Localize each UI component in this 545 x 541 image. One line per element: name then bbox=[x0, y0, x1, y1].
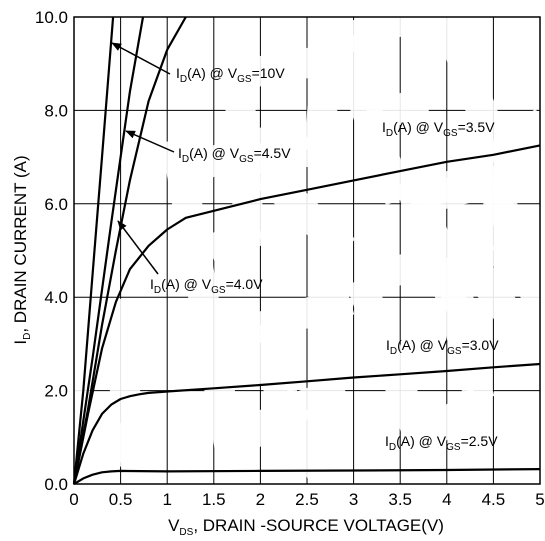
watermark-stroke bbox=[245, 285, 355, 345]
y-tick-label: 6.0 bbox=[44, 195, 68, 214]
watermark-stroke bbox=[97, 297, 150, 463]
annotation-label: ID(A) @ VGS=3.5V bbox=[382, 119, 495, 139]
y-tick-label: 0.0 bbox=[44, 475, 68, 494]
series-line-vgs-10V bbox=[72, 16, 115, 485]
series-line-vgs-3-0V bbox=[72, 362, 541, 485]
annotations: ID(A) @ VGS=10V ID(A) @ VGS=4.5V ID(A) @ V… bbox=[111, 42, 499, 453]
annotation-label: ID(A) @ VGS=3.0V bbox=[386, 337, 499, 357]
annotation-label: ID(A) @ VGS=4.0V bbox=[150, 276, 263, 296]
series-lines bbox=[72, 16, 541, 485]
watermark-stroke bbox=[405, 194, 485, 336]
x-tick-label: 5 bbox=[535, 490, 544, 509]
x-tick-label: 4 bbox=[442, 490, 451, 509]
annotation-arrow bbox=[111, 42, 171, 75]
annotation-label: ID(A) @ VGS=2.5V bbox=[385, 433, 498, 453]
y-tick-label: 8.0 bbox=[44, 101, 68, 120]
series-line-vgs-3-5V bbox=[72, 144, 541, 485]
annotation-arrow bbox=[125, 130, 175, 153]
y-axis-title: ID, DRAIN CURRENT (A) bbox=[11, 155, 33, 344]
x-tick-label: 2.5 bbox=[295, 490, 319, 509]
x-tick-label: 1 bbox=[162, 490, 171, 509]
annotation-arrow bbox=[117, 220, 159, 275]
watermark-stroke bbox=[345, 274, 435, 446]
x-tick-label: 3 bbox=[349, 490, 358, 509]
y-tick-label: 10.0 bbox=[35, 8, 68, 27]
watermark-stroke bbox=[364, 85, 431, 135]
x-tick-label: 0.5 bbox=[109, 490, 133, 509]
watermark-stroke bbox=[223, 73, 265, 242]
watermark bbox=[25, 0, 545, 523]
x-tick-label: 1.5 bbox=[202, 490, 226, 509]
watermark-stroke bbox=[506, 114, 545, 186]
watermark-stroke bbox=[335, 0, 425, 55]
x-tick-label: 2 bbox=[256, 490, 265, 509]
watermark-stroke bbox=[457, 251, 533, 339]
annotation-label: ID(A) @ VGS=10V bbox=[176, 65, 285, 85]
watermark-stroke bbox=[411, 387, 489, 453]
plot-frame bbox=[73, 16, 541, 485]
watermark-stroke bbox=[356, 245, 444, 295]
series-line-vgs-4-0V bbox=[72, 16, 187, 485]
watermark-stroke bbox=[284, 375, 351, 425]
annotation-label: ID(A) @ VGS=4.5V bbox=[178, 145, 291, 165]
x-tick-label: 4.5 bbox=[482, 490, 506, 509]
x-tick-label: 3.5 bbox=[388, 490, 412, 509]
x-tick-label: 0 bbox=[69, 490, 78, 509]
y-tick-label: 2.0 bbox=[44, 382, 68, 401]
x-axis-title: VDS, DRAIN -SOURCE VOLTAGE(V) bbox=[168, 516, 444, 538]
y-tick-label: 4.0 bbox=[44, 288, 68, 307]
watermark-stroke bbox=[455, 114, 545, 326]
watermark-stroke bbox=[305, 59, 340, 151]
series-line-vgs-2-5V bbox=[73, 468, 541, 485]
watermark-stroke bbox=[161, 137, 245, 453]
watermark-stroke bbox=[239, 149, 356, 261]
series-line-vgs-4-5V bbox=[72, 16, 145, 485]
axes: 0 0.5 1 1.5 2 2.5 3 3.5 4 4.5 5 0.0 2.0 4.0 6.0 8.0 10.0 bbox=[35, 8, 545, 509]
